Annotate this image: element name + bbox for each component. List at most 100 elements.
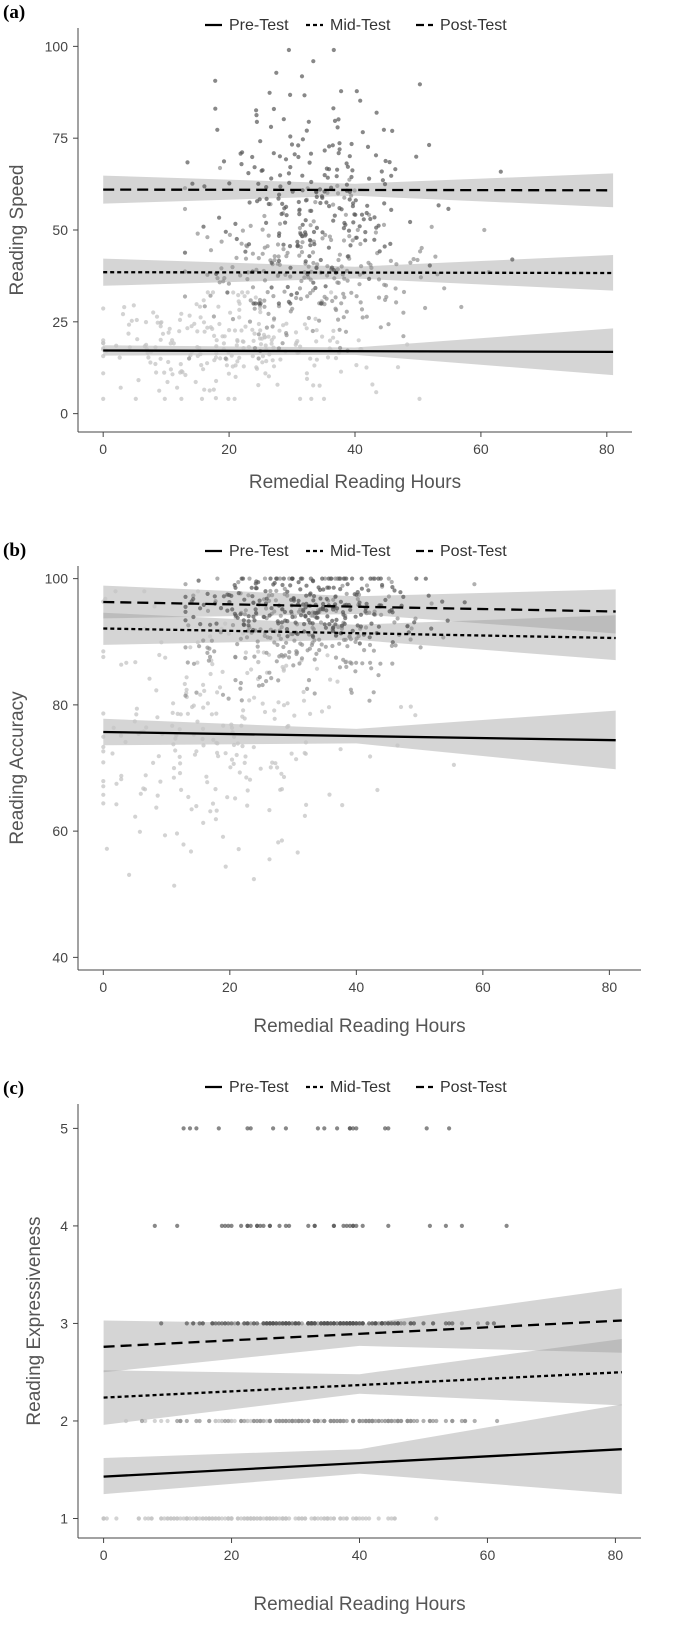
- data-point-mid-test: [247, 576, 252, 581]
- data-point-pre-test: [260, 354, 265, 359]
- data-point-post-test: [254, 119, 259, 124]
- panel-letter: (c): [3, 1078, 24, 1099]
- data-point-mid-test: [226, 1418, 231, 1424]
- data-point-mid-test: [341, 637, 347, 643]
- data-point-pre-test: [321, 396, 327, 401]
- data-point-pre-test: [277, 1516, 282, 1521]
- data-point-pre-test: [375, 787, 380, 793]
- data-point-mid-test: [450, 1418, 455, 1424]
- data-point-mid-test: [423, 305, 428, 311]
- data-point-post-test: [353, 198, 358, 203]
- data-point-post-test: [229, 1321, 234, 1326]
- data-point-post-test: [345, 254, 350, 259]
- legend-label: Pre-Test: [229, 17, 289, 34]
- data-point-post-test: [296, 154, 301, 160]
- data-point-mid-test: [459, 1418, 464, 1424]
- data-point-pre-test: [159, 320, 164, 325]
- data-point-post-test: [498, 169, 503, 174]
- data-point-post-test: [285, 284, 290, 290]
- data-point-post-test: [335, 167, 340, 172]
- data-point-pre-test: [273, 761, 278, 766]
- data-point-mid-test: [206, 658, 211, 663]
- data-point-pre-test: [201, 743, 206, 748]
- data-point-pre-test: [213, 355, 219, 360]
- data-point-pre-test: [133, 660, 138, 665]
- data-point-pre-test: [208, 325, 213, 330]
- data-point-mid-test: [294, 649, 299, 654]
- data-point-pre-test: [177, 727, 182, 732]
- data-point-mid-test: [262, 278, 268, 283]
- data-point-post-test: [427, 263, 432, 268]
- data-point-mid-test: [376, 1321, 381, 1326]
- data-point-post-test: [284, 627, 290, 632]
- data-point-pre-test: [151, 310, 156, 315]
- data-point-mid-test: [459, 1321, 464, 1326]
- data-point-post-test: [216, 1126, 221, 1131]
- data-point-mid-test: [330, 298, 335, 304]
- data-point-post-test: [350, 168, 355, 173]
- data-point-mid-test: [283, 272, 288, 277]
- data-point-mid-test: [408, 260, 413, 265]
- data-point-pre-test: [317, 383, 322, 388]
- data-point-mid-test: [389, 643, 394, 649]
- data-point-pre-test: [200, 1516, 205, 1521]
- data-point-mid-test: [178, 1418, 183, 1424]
- data-point-post-test: [377, 249, 382, 254]
- data-point-post-test: [372, 612, 377, 617]
- data-point-pre-test: [202, 329, 207, 334]
- y-tick-label: 80: [52, 697, 68, 713]
- data-point-post-test: [368, 576, 373, 581]
- x-tick-label: 60: [475, 979, 491, 995]
- data-point-post-test: [360, 130, 365, 135]
- data-point-mid-test: [376, 277, 382, 282]
- data-point-pre-test: [188, 353, 193, 358]
- data-point-mid-test: [283, 653, 288, 658]
- y-tick-label: 0: [60, 406, 68, 422]
- data-point-post-test: [337, 147, 342, 152]
- data-point-post-test: [330, 618, 335, 624]
- data-point-post-test: [254, 579, 259, 584]
- data-point-pre-test: [179, 369, 184, 374]
- data-point-post-test: [248, 1223, 253, 1228]
- data-point-mid-test: [285, 250, 290, 255]
- data-point-pre-test: [263, 335, 268, 340]
- data-point-mid-test: [266, 233, 271, 238]
- data-point-pre-test: [434, 1516, 439, 1521]
- data-point-mid-test: [271, 294, 276, 299]
- legend: Pre-Test Mid-Test Post-Test: [205, 1079, 507, 1096]
- data-point-mid-test: [208, 248, 214, 253]
- y-axis-title: Reading Expressiveness: [24, 1216, 45, 1425]
- data-point-post-test: [324, 200, 329, 205]
- data-point-pre-test: [261, 1516, 266, 1521]
- data-point-post-test: [357, 641, 362, 646]
- data-point-post-test: [306, 1321, 311, 1326]
- data-point-mid-test: [354, 636, 359, 641]
- data-point-post-test: [300, 137, 305, 142]
- data-point-pre-test: [136, 378, 141, 383]
- data-point-mid-test: [284, 254, 289, 259]
- data-point-post-test: [271, 1126, 276, 1131]
- data-point-mid-test: [367, 1418, 372, 1424]
- data-point-post-test: [274, 576, 279, 581]
- data-point-pre-test: [171, 1516, 177, 1521]
- data-point-post-test: [319, 301, 324, 306]
- data-point-pre-test: [256, 659, 261, 665]
- data-point-pre-test: [245, 290, 250, 295]
- data-point-pre-test: [177, 329, 182, 334]
- data-point-post-test: [336, 151, 341, 156]
- data-point-pre-test: [328, 1516, 333, 1521]
- data-point-pre-test: [133, 814, 138, 819]
- data-point-post-test: [315, 1126, 320, 1131]
- data-point-post-test: [347, 1223, 352, 1228]
- data-point-pre-test: [354, 363, 359, 368]
- data-point-pre-test: [284, 321, 289, 326]
- data-point-post-test: [331, 629, 336, 634]
- data-point-post-test: [315, 615, 320, 620]
- data-point-mid-test: [395, 616, 400, 621]
- data-point-post-test: [298, 232, 303, 237]
- data-point-pre-test: [146, 1516, 151, 1521]
- data-point-post-test: [300, 173, 305, 178]
- data-point-pre-test: [172, 883, 177, 888]
- data-point-pre-test: [179, 396, 184, 401]
- data-point-pre-test: [163, 655, 168, 660]
